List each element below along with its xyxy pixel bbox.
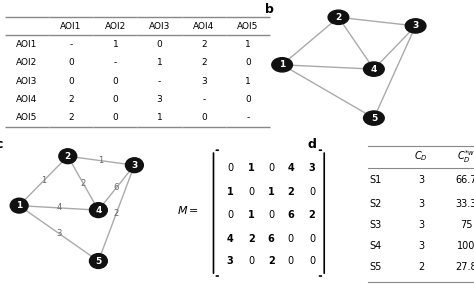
Text: 3: 3 — [418, 241, 424, 251]
Text: 5: 5 — [371, 113, 377, 123]
Text: 3: 3 — [418, 220, 424, 230]
Text: 0: 0 — [288, 256, 294, 266]
Circle shape — [90, 254, 107, 268]
Text: $C_D$: $C_D$ — [414, 149, 428, 163]
Text: b: b — [265, 3, 274, 16]
Text: $M=$: $M=$ — [177, 204, 199, 216]
Text: 0: 0 — [248, 187, 255, 197]
Text: S2: S2 — [369, 199, 382, 209]
Text: 0: 0 — [309, 256, 315, 266]
Text: d: d — [307, 138, 316, 151]
Circle shape — [59, 149, 77, 164]
Text: S5: S5 — [369, 262, 382, 272]
Text: 0: 0 — [227, 210, 233, 220]
Text: 66.7: 66.7 — [456, 175, 474, 185]
Text: 0: 0 — [309, 234, 315, 244]
Text: 2: 2 — [268, 256, 274, 266]
Text: 0: 0 — [268, 210, 274, 220]
Circle shape — [364, 111, 384, 125]
Circle shape — [272, 58, 292, 72]
Text: 6: 6 — [268, 234, 274, 244]
Text: 2: 2 — [64, 152, 71, 161]
Text: 2: 2 — [309, 210, 316, 220]
Text: 100: 100 — [457, 241, 474, 251]
Text: 2: 2 — [418, 262, 424, 272]
Text: 2: 2 — [287, 187, 294, 197]
Text: 1: 1 — [279, 60, 285, 69]
Text: 3: 3 — [418, 199, 424, 209]
Text: 4: 4 — [371, 65, 377, 74]
Circle shape — [364, 62, 384, 76]
Text: S3: S3 — [369, 220, 382, 230]
Text: 75: 75 — [460, 220, 473, 230]
Text: 27.8: 27.8 — [456, 262, 474, 272]
Text: 1: 1 — [227, 187, 234, 197]
Text: 3: 3 — [418, 175, 424, 185]
Text: 4: 4 — [287, 163, 294, 173]
Circle shape — [126, 158, 143, 173]
Circle shape — [90, 203, 107, 217]
Text: 3: 3 — [309, 163, 316, 173]
Text: 2: 2 — [114, 209, 119, 218]
Circle shape — [328, 10, 349, 24]
Text: 0: 0 — [268, 163, 274, 173]
Text: 3: 3 — [131, 161, 137, 170]
Text: 1: 1 — [99, 156, 104, 165]
Text: 33.3: 33.3 — [456, 199, 474, 209]
Text: $C_D^{*w}$: $C_D^{*w}$ — [457, 148, 474, 165]
Text: 1: 1 — [248, 163, 255, 173]
Text: 4: 4 — [95, 206, 101, 215]
Text: 1: 1 — [41, 177, 46, 185]
Text: 3: 3 — [412, 21, 419, 31]
Text: 0: 0 — [309, 187, 315, 197]
Text: 2: 2 — [248, 234, 255, 244]
Text: 1: 1 — [268, 187, 274, 197]
Text: S1: S1 — [369, 175, 382, 185]
Text: c: c — [0, 138, 3, 151]
Text: 3: 3 — [227, 256, 234, 266]
Text: 1: 1 — [248, 210, 255, 220]
Text: 4: 4 — [227, 234, 234, 244]
Text: 5: 5 — [95, 257, 101, 266]
Text: 0: 0 — [227, 163, 233, 173]
Text: 4: 4 — [56, 203, 62, 212]
Circle shape — [405, 19, 426, 33]
Text: 2: 2 — [335, 13, 342, 22]
Text: 2: 2 — [81, 179, 86, 188]
Text: 6: 6 — [114, 183, 119, 192]
Text: 3: 3 — [56, 229, 62, 238]
Text: 6: 6 — [287, 210, 294, 220]
Text: 1: 1 — [16, 201, 22, 210]
Text: 0: 0 — [248, 256, 255, 266]
Text: S4: S4 — [369, 241, 382, 251]
Circle shape — [10, 198, 28, 213]
Text: 0: 0 — [288, 234, 294, 244]
